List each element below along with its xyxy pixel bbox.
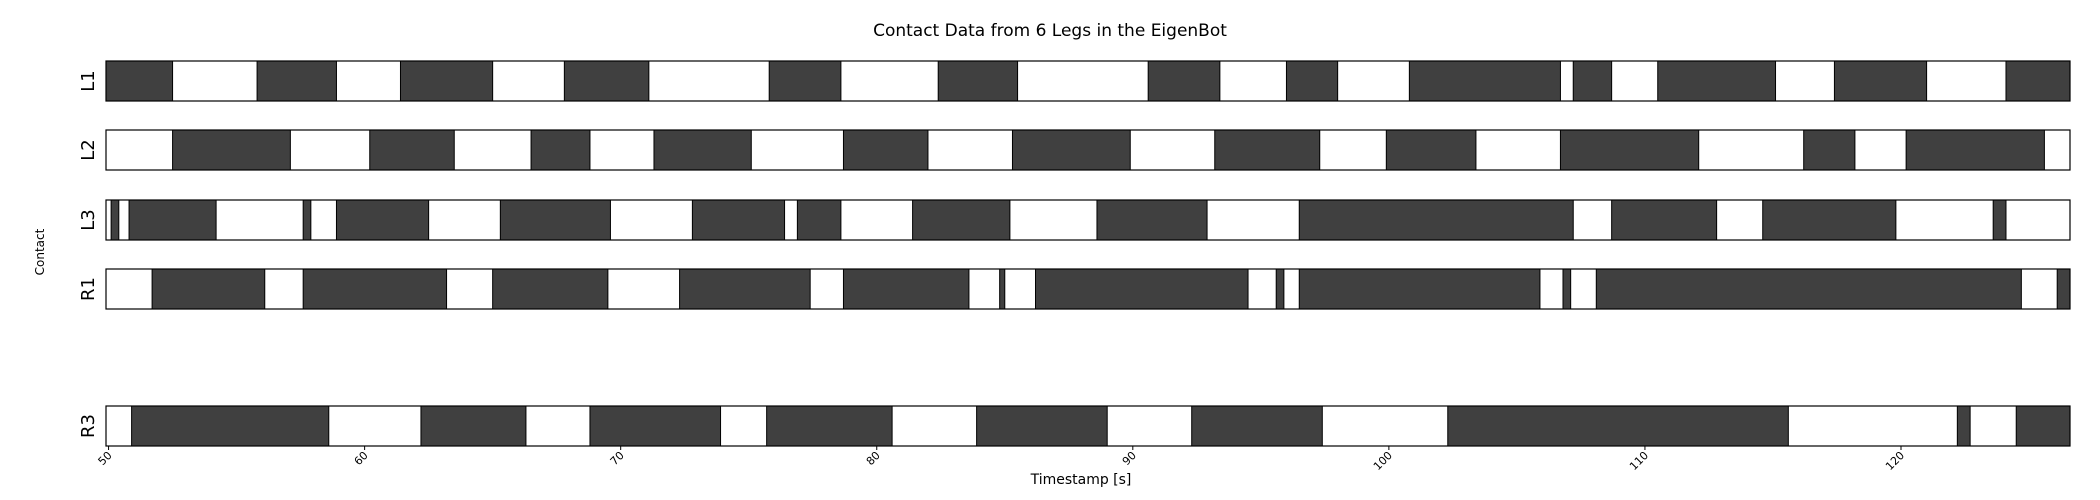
- row-r3: R3: [78, 405, 2071, 447]
- contact-segment: [679, 268, 811, 310]
- contact-segment: [1285, 60, 1339, 102]
- contact-segment: [1408, 60, 1561, 102]
- row-frame: [105, 405, 2071, 447]
- contact-segment: [1298, 199, 1574, 241]
- contact-segment: [1595, 268, 2022, 310]
- row-l1: L1: [78, 60, 2071, 102]
- contact-rows: L1 L2 L3 R1 R3: [78, 60, 2071, 447]
- x-tick-label: 70: [608, 449, 627, 468]
- contact-segment: [420, 405, 527, 447]
- contact-segment: [1035, 268, 1249, 310]
- contact-segment: [766, 405, 893, 447]
- x-tick-label: 80: [864, 449, 883, 468]
- chart-title: Contact Data from 6 Legs in the EigenBot: [873, 21, 1227, 41]
- contact-segment: [1275, 268, 1285, 310]
- contact-segment: [691, 199, 786, 241]
- contact-segment: [2015, 405, 2071, 447]
- contact-segment: [589, 405, 722, 447]
- contact-segment: [492, 268, 609, 310]
- contact-segment: [976, 405, 1108, 447]
- contact-segment: [172, 129, 291, 171]
- contact-segment: [768, 60, 842, 102]
- x-axis-label: Timestamp [s]: [1030, 472, 1132, 488]
- row-label: R3: [78, 414, 99, 438]
- contact-segment: [1559, 129, 1700, 171]
- contact-segment: [1214, 129, 1321, 171]
- contact-segment: [1147, 60, 1221, 102]
- contact-segment: [302, 199, 312, 241]
- contact-segment: [369, 129, 455, 171]
- row-label: L2: [78, 139, 99, 160]
- contact-segment: [842, 129, 929, 171]
- contact-segment: [256, 60, 337, 102]
- contact-segment: [105, 60, 174, 102]
- contact-segment: [842, 268, 970, 310]
- contact-segment: [110, 199, 120, 241]
- contact-segment: [1992, 199, 2007, 241]
- row-l3: L3: [78, 199, 2071, 241]
- x-axis-ticks: 50 60 70 80 90 100 110 120: [96, 446, 1907, 473]
- contact-segment: [2056, 268, 2071, 310]
- contact-segment: [1447, 405, 1789, 447]
- contact-segment: [796, 199, 842, 241]
- row-label: L1: [78, 70, 99, 91]
- contact-segment: [302, 268, 448, 310]
- contact-segment: [151, 268, 266, 310]
- contact-segment: [1572, 60, 1613, 102]
- x-tick-label: 50: [96, 449, 115, 468]
- contact-segment: [563, 60, 650, 102]
- contact-segment: [1562, 268, 1572, 310]
- x-tick-label: 110: [1627, 449, 1651, 473]
- contact-segment: [1762, 199, 1897, 241]
- row-r1: R1: [78, 268, 2071, 310]
- contact-segment: [128, 199, 217, 241]
- x-tick-label: 100: [1371, 449, 1395, 473]
- row-frame: [105, 60, 2071, 102]
- contact-segment: [1657, 60, 1777, 102]
- contact-segment: [1956, 405, 1971, 447]
- contact-segment: [1096, 199, 1208, 241]
- contact-segment: [1298, 268, 1541, 310]
- contact-segment: [530, 129, 591, 171]
- row-label: L3: [78, 209, 99, 230]
- contact-segment: [335, 199, 430, 241]
- row-frame: [105, 199, 2071, 241]
- x-tick-label: 90: [1120, 449, 1139, 468]
- contact-segment: [499, 199, 611, 241]
- contact-segment: [1833, 60, 1928, 102]
- contact-segment: [399, 60, 494, 102]
- contact-segment: [937, 60, 1019, 102]
- contact-segment: [1611, 199, 1718, 241]
- x-tick-label: 120: [1883, 449, 1907, 473]
- contact-segment: [1385, 129, 1477, 171]
- contact-segment: [1803, 129, 1856, 171]
- row-frame: [105, 268, 2071, 310]
- row-background: [106, 200, 2070, 240]
- contact-segment: [1905, 129, 2045, 171]
- row-l2: L2: [78, 129, 2071, 171]
- row-label: R1: [78, 277, 99, 301]
- row-frame: [105, 129, 2071, 171]
- contact-segment: [131, 405, 330, 447]
- contact-segment: [999, 268, 1006, 310]
- x-tick-label: 60: [352, 449, 371, 468]
- contact-segment: [1011, 129, 1131, 171]
- contact-segment: [2005, 60, 2071, 102]
- contact-segment: [1191, 405, 1323, 447]
- contact-segment: [912, 199, 1011, 241]
- contact-segment: [653, 129, 752, 171]
- y-axis-label: Contact: [33, 228, 47, 275]
